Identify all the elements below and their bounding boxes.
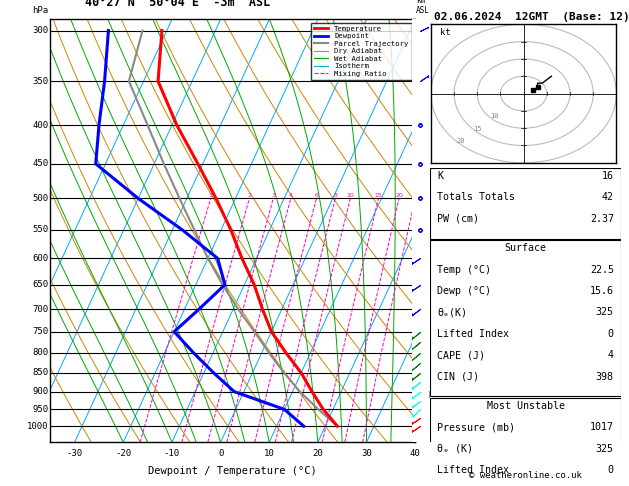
Text: 20: 20: [395, 193, 403, 198]
Text: ¹LCL: ¹LCL: [416, 391, 435, 399]
Text: 1: 1: [416, 387, 421, 396]
Text: Pressure (mb): Pressure (mb): [437, 422, 515, 433]
Text: θₑ(K): θₑ(K): [437, 308, 467, 317]
Text: 650: 650: [32, 280, 48, 289]
Text: 2: 2: [416, 348, 421, 357]
Text: 6: 6: [416, 137, 421, 146]
Text: Lifted Index: Lifted Index: [437, 465, 509, 475]
Text: 1000: 1000: [27, 422, 48, 431]
Text: 2.37: 2.37: [590, 214, 614, 224]
Text: 700: 700: [32, 305, 48, 313]
Text: 3: 3: [416, 305, 421, 313]
Text: 7: 7: [416, 77, 421, 86]
Bar: [430, 168, 621, 239]
Bar: [430, 240, 621, 397]
Text: 300: 300: [32, 26, 48, 35]
Text: 0: 0: [218, 449, 223, 458]
Text: 600: 600: [32, 254, 48, 263]
Text: 6: 6: [314, 193, 318, 198]
Text: 15: 15: [374, 193, 382, 198]
Bar: [430, 398, 621, 486]
Text: 30: 30: [361, 449, 372, 458]
Text: 400: 400: [32, 121, 48, 130]
Text: PW (cm): PW (cm): [437, 214, 479, 224]
Text: 15: 15: [474, 126, 482, 132]
Text: CIN (J): CIN (J): [437, 372, 479, 382]
Text: θₑ (K): θₑ (K): [437, 444, 473, 454]
Text: 20: 20: [457, 139, 465, 144]
Text: Totals Totals: Totals Totals: [437, 192, 515, 202]
Text: CAPE (J): CAPE (J): [437, 350, 486, 360]
Text: © weatheronline.co.uk: © weatheronline.co.uk: [469, 471, 582, 480]
Text: 800: 800: [32, 348, 48, 357]
Text: 8: 8: [416, 26, 421, 35]
Text: 4: 4: [608, 350, 614, 360]
Text: 398: 398: [596, 372, 614, 382]
Text: 16: 16: [602, 171, 614, 181]
Text: km
ASL: km ASL: [416, 0, 430, 15]
Text: 325: 325: [596, 308, 614, 317]
Text: hPa: hPa: [32, 6, 48, 15]
Text: 4: 4: [289, 193, 293, 198]
Text: 02.06.2024  12GMT  (Base: 12): 02.06.2024 12GMT (Base: 12): [433, 12, 629, 22]
Text: -10: -10: [164, 449, 180, 458]
Text: 1: 1: [209, 193, 213, 198]
Text: K: K: [437, 171, 443, 181]
Text: 22.5: 22.5: [590, 264, 614, 275]
Text: 8: 8: [333, 193, 337, 198]
Text: 20: 20: [313, 449, 323, 458]
Text: Mixing Ratio (g/kg): Mixing Ratio (g/kg): [436, 183, 445, 278]
Text: 42: 42: [602, 192, 614, 202]
Text: 950: 950: [32, 405, 48, 414]
Text: 15.6: 15.6: [590, 286, 614, 296]
Text: 750: 750: [32, 327, 48, 336]
Text: 10: 10: [347, 193, 354, 198]
Text: 4: 4: [416, 254, 421, 263]
Text: Dewpoint / Temperature (°C): Dewpoint / Temperature (°C): [148, 466, 317, 475]
Text: 900: 900: [32, 387, 48, 396]
Text: 2: 2: [247, 193, 252, 198]
Text: 1017: 1017: [590, 422, 614, 433]
Text: 550: 550: [32, 226, 48, 234]
Legend: Temperature, Dewpoint, Parcel Trajectory, Dry Adiabat, Wet Adiabat, Isotherm, Mi: Temperature, Dewpoint, Parcel Trajectory…: [311, 23, 411, 80]
Text: 850: 850: [32, 368, 48, 377]
Text: 5: 5: [416, 194, 421, 203]
Text: Dewp (°C): Dewp (°C): [437, 286, 491, 296]
Text: 40: 40: [409, 449, 421, 458]
Text: 0: 0: [608, 329, 614, 339]
Text: 10: 10: [490, 114, 499, 120]
Text: 450: 450: [32, 159, 48, 168]
Text: 10: 10: [264, 449, 275, 458]
Text: 500: 500: [32, 194, 48, 203]
Text: Surface: Surface: [504, 243, 547, 253]
Text: 40°27'N  50°04'E  -3m  ASL: 40°27'N 50°04'E -3m ASL: [86, 0, 270, 9]
Text: kt: kt: [440, 28, 451, 36]
Text: 3: 3: [271, 193, 276, 198]
Text: 350: 350: [32, 77, 48, 86]
Text: Lifted Index: Lifted Index: [437, 329, 509, 339]
Text: -30: -30: [67, 449, 82, 458]
Text: -20: -20: [115, 449, 131, 458]
Text: Temp (°C): Temp (°C): [437, 264, 491, 275]
Text: Most Unstable: Most Unstable: [486, 401, 565, 411]
Text: 0: 0: [608, 465, 614, 475]
Text: 325: 325: [596, 444, 614, 454]
